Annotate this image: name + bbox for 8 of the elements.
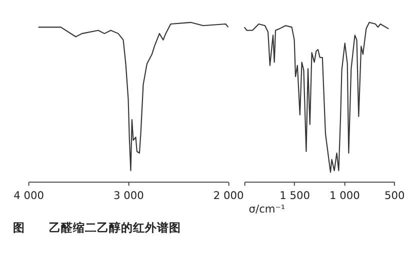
x-tick-label: 1 500 [280,189,310,202]
x-tick-label: 2 000 [213,189,244,202]
x-tick-label: 1 000 [330,189,360,202]
x-tick-label: 500 [384,189,406,202]
x-tick-label: 3 000 [114,189,144,202]
text: 图 乙醛缩二乙醇的红外谱图 [13,220,182,234]
x-axis-title: σ/cm⁻¹ [248,202,286,216]
x-tick-label: 4 000 [14,189,44,202]
